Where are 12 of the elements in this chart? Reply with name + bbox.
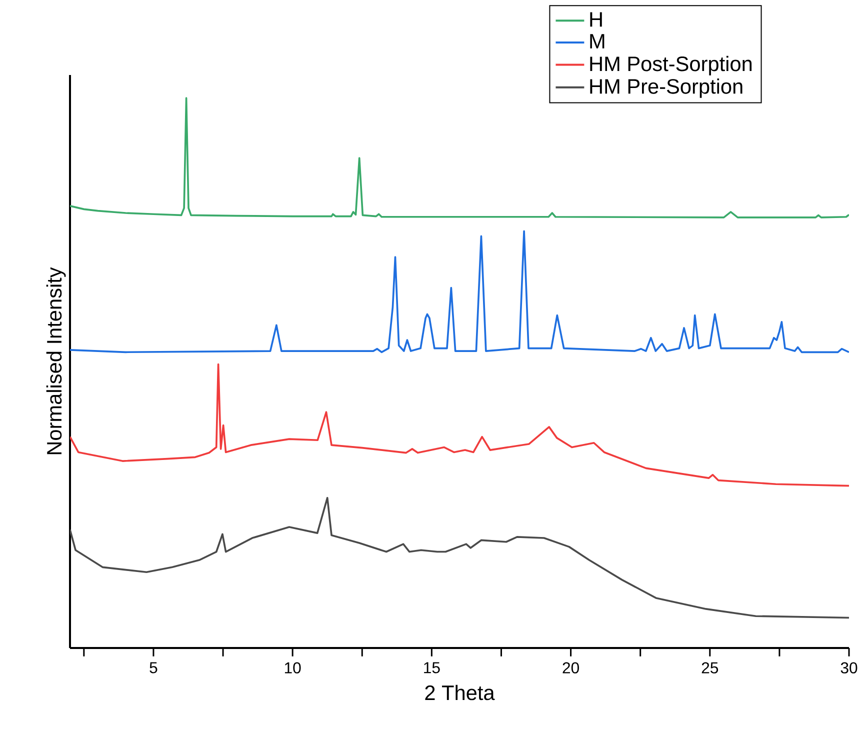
legend-label: HM Post-Sorption bbox=[590, 56, 752, 76]
x-tick-label: 15 bbox=[424, 662, 440, 674]
legend-label: HM Pre-Sorption bbox=[590, 78, 742, 98]
legend-label: M bbox=[590, 34, 604, 48]
legend-label: H bbox=[590, 12, 602, 27]
x-tick-label: 10 bbox=[284, 662, 301, 674]
x-tick-label: 30 bbox=[840, 662, 858, 674]
x-tick-label: 20 bbox=[562, 662, 579, 674]
x-tick-label: 5 bbox=[150, 662, 158, 674]
x-axis-title: 2 Theta bbox=[425, 684, 495, 700]
y-axis-title: Normalised Intensity bbox=[46, 267, 66, 454]
x-tick-label: 25 bbox=[702, 662, 718, 674]
